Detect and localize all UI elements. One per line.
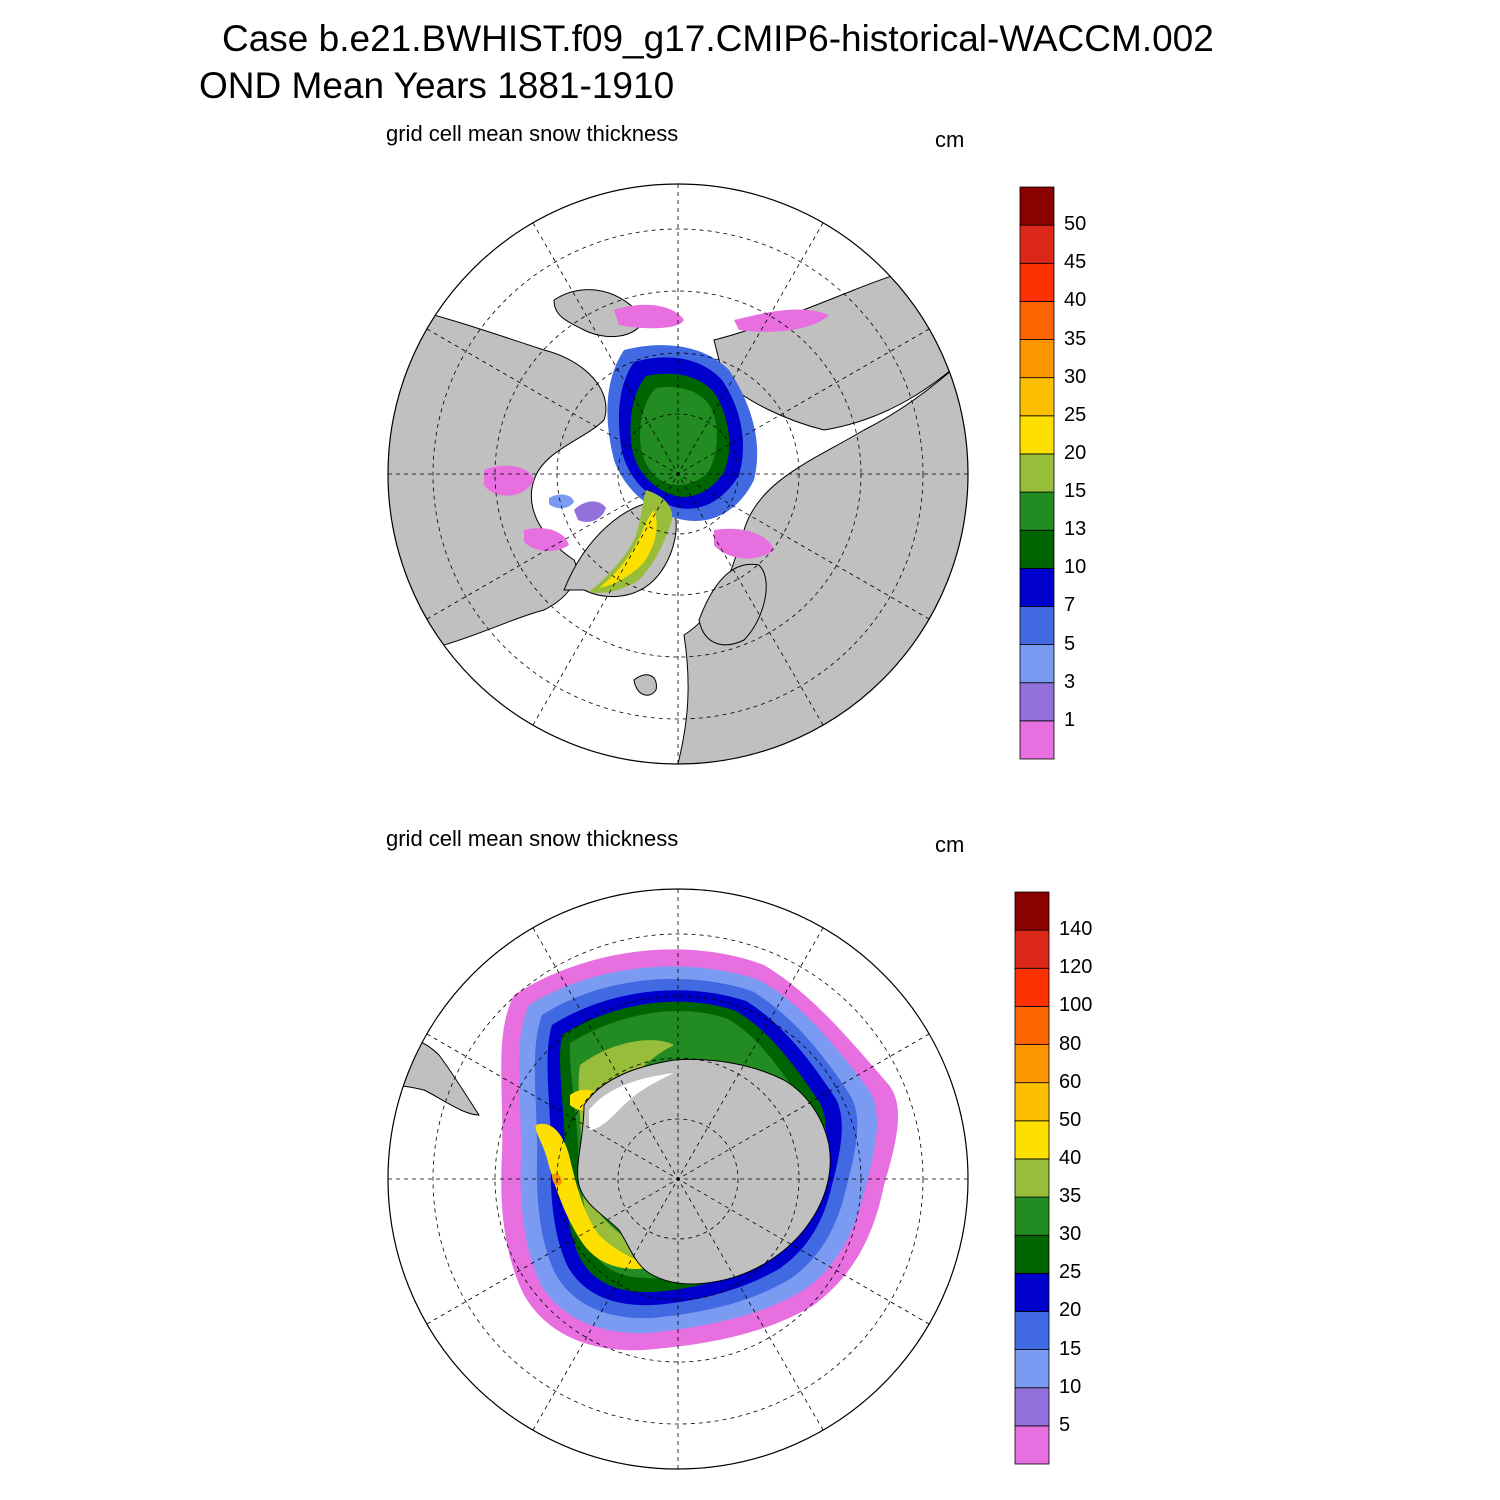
colorbar-tick-label: 13 <box>1064 518 1087 541</box>
colorbar-swatch <box>1019 606 1055 646</box>
colorbar-tick-label: 30 <box>1064 365 1087 388</box>
colorbar-swatch <box>1019 262 1055 302</box>
colorbar-swatch <box>1014 1272 1050 1312</box>
colorbar-tick-label: 30 <box>1059 1223 1082 1246</box>
antarctic-graticule <box>388 889 968 1469</box>
colorbar-swatch <box>1014 891 1050 931</box>
colorbar-swatch <box>1014 1082 1050 1122</box>
antarctic-polar-map <box>387 888 969 1470</box>
colorbar-swatch <box>1019 377 1055 417</box>
colorbar-tick-label: 100 <box>1059 994 1093 1017</box>
colorbar-swatch <box>1014 1387 1050 1427</box>
colorbar-tick-label: 20 <box>1064 441 1087 464</box>
colorbar-swatch <box>1019 339 1055 379</box>
colorbar-tick-label: 45 <box>1064 251 1087 274</box>
colorbar-swatch <box>1019 186 1055 226</box>
colorbar-tick-label: 80 <box>1059 1032 1082 1055</box>
colorbar-swatch <box>1019 415 1055 455</box>
arctic-snow-field <box>484 304 829 593</box>
colorbar-swatch <box>1014 1425 1050 1465</box>
colorbar-swatch <box>1019 720 1055 760</box>
colorbar-swatch <box>1019 224 1055 264</box>
colorbar-swatch <box>1014 1196 1050 1236</box>
colorbar-tick-label: 15 <box>1064 480 1087 503</box>
colorbar-tick-label: 3 <box>1064 670 1076 693</box>
colorbar-tick-label: 25 <box>1059 1261 1082 1284</box>
antarctica-land <box>577 1058 831 1285</box>
colorbar-swatch <box>1019 529 1055 569</box>
colorbar-tick-label: 50 <box>1059 1108 1082 1131</box>
colorbar-tick-label: 25 <box>1064 403 1087 426</box>
arctic-polar-map <box>387 183 969 765</box>
colorbar-swatch <box>1014 1349 1050 1389</box>
colorbar-swatch <box>1014 1158 1050 1198</box>
antarctic-colorbar <box>1014 891 1050 1465</box>
antarctic-map-border <box>387 888 969 1470</box>
colorbar-tick-label: 35 <box>1064 327 1087 350</box>
colorbar-tick-label: 10 <box>1059 1375 1082 1398</box>
mean-title: OND Mean Years 1881-1910 <box>199 65 675 106</box>
colorbar-tick-label: 10 <box>1064 556 1087 579</box>
colorbar-swatch <box>1019 567 1055 607</box>
case-title: Case b.e21.BWHIST.f09_g17.CMIP6-historic… <box>222 18 1214 59</box>
colorbar-tick-label: 5 <box>1064 632 1076 655</box>
colorbar-tick-label: 1 <box>1064 708 1076 731</box>
arctic-colorbar <box>1019 186 1055 760</box>
colorbar-tick-label: 120 <box>1059 956 1093 979</box>
antarctic-units-label: cm <box>935 832 965 857</box>
colorbar-tick-label: 15 <box>1059 1337 1082 1360</box>
colorbar-swatch <box>1014 1120 1050 1160</box>
colorbar-tick-label: 7 <box>1064 594 1076 617</box>
arctic-panel-title: grid cell mean snow thickness <box>386 121 679 146</box>
colorbar-tick-label: 20 <box>1059 1299 1082 1322</box>
colorbar-swatch <box>1019 644 1055 684</box>
colorbar-tick-label: 60 <box>1059 1070 1082 1093</box>
colorbar-swatch <box>1014 1234 1050 1274</box>
colorbar-swatch <box>1014 1044 1050 1084</box>
colorbar-swatch <box>1019 301 1055 340</box>
arctic-units-label: cm <box>935 127 965 152</box>
colorbar-swatch <box>1014 1311 1050 1351</box>
colorbar-swatch <box>1019 453 1055 493</box>
colorbar-swatch <box>1014 967 1050 1007</box>
colorbar-tick-label: 40 <box>1064 289 1087 312</box>
colorbar-tick-label: 50 <box>1064 213 1087 236</box>
colorbar-swatch <box>1014 1006 1050 1045</box>
arctic-map-border <box>387 183 969 765</box>
colorbar-swatch <box>1019 682 1055 722</box>
colorbar-tick-label: 5 <box>1059 1413 1071 1436</box>
arctic-graticule <box>388 184 968 764</box>
colorbar-swatch <box>1014 929 1050 969</box>
colorbar-tick-label: 40 <box>1059 1146 1082 1169</box>
colorbar-tick-label: 35 <box>1059 1185 1082 1208</box>
colorbar-swatch <box>1019 491 1055 531</box>
colorbar-tick-label: 140 <box>1059 918 1093 941</box>
antarctic-panel-title: grid cell mean snow thickness <box>386 826 679 851</box>
